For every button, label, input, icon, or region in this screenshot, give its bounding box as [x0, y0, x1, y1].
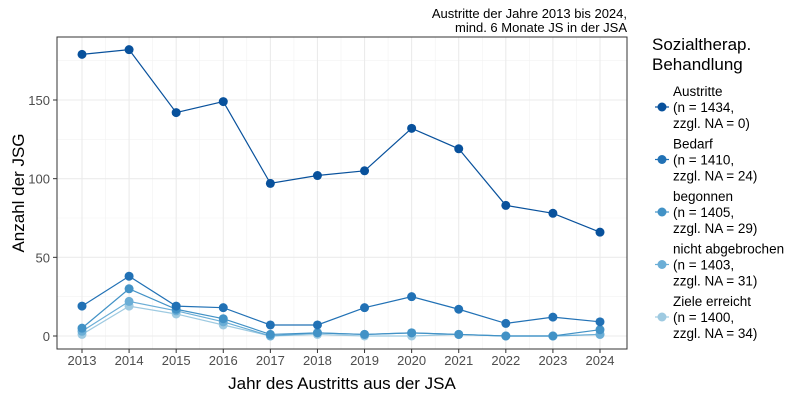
series-line-Bedarf — [81, 275, 601, 326]
x-axis-label: Jahr des Austritts aus der JSA — [228, 374, 456, 393]
x-tick-label: 2014 — [115, 353, 144, 368]
data-point — [265, 320, 275, 330]
x-tick-label: 2016 — [209, 353, 238, 368]
data-point — [124, 271, 134, 281]
legend-title: Sozialtherap. — [652, 35, 751, 54]
legend-key-point — [657, 207, 667, 217]
y-tick-label: 0 — [43, 329, 50, 344]
data-point — [595, 317, 605, 327]
legend-label: (n = 1403, — [673, 258, 734, 273]
data-point — [407, 292, 417, 302]
x-tick-label: 2023 — [538, 353, 567, 368]
legend-label: zzgl. NA = 31) — [673, 274, 757, 289]
legend-label: zzgl. NA = 0) — [673, 116, 750, 131]
x-tick-label: 2018 — [303, 353, 332, 368]
data-point — [218, 97, 228, 107]
plot-border — [56, 36, 628, 350]
legend-key-point — [657, 260, 667, 269]
y-tick-label: 150 — [28, 93, 50, 108]
data-point — [501, 331, 511, 341]
data-point — [407, 123, 417, 133]
legend-label: Ziele erreicht — [673, 294, 751, 309]
legend-label: (n = 1410, — [673, 153, 734, 168]
data-point — [595, 227, 605, 237]
y-tick-label: 100 — [28, 172, 50, 187]
data-point — [360, 303, 370, 313]
data-point — [124, 45, 134, 55]
data-point — [77, 49, 87, 59]
data-point — [407, 328, 417, 338]
data-point — [360, 166, 370, 176]
series-line-Austritte — [81, 49, 601, 233]
x-tick-label: 2024 — [586, 353, 615, 368]
data-point — [501, 200, 511, 210]
series-line-begonnen — [81, 288, 601, 337]
x-tick-label: 2022 — [491, 353, 520, 368]
data-point — [548, 331, 558, 341]
data-point — [171, 301, 181, 311]
y-tick-label: 50 — [36, 250, 50, 265]
data-point — [454, 304, 464, 314]
data-point — [124, 296, 134, 306]
legend-label: zzgl. NA = 34) — [673, 326, 757, 341]
data-point — [548, 312, 558, 322]
legend-label: (n = 1405, — [673, 205, 734, 220]
data-point — [77, 323, 87, 333]
x-tick-label: 2020 — [397, 353, 426, 368]
data-point — [77, 301, 87, 311]
legend-label: Bedarf — [673, 137, 713, 152]
legend-label: Austritte — [673, 84, 723, 99]
data-point — [501, 318, 511, 328]
y-axis-label: Anzahl der JSG — [9, 133, 28, 252]
data-point — [312, 328, 322, 338]
legend-key-point — [657, 312, 667, 322]
x-tick-label: 2017 — [256, 353, 285, 368]
legend-label: (n = 1434, — [673, 100, 734, 115]
legend-key-point — [657, 102, 667, 112]
data-point — [218, 314, 228, 324]
x-tick-label: 2019 — [350, 353, 379, 368]
data-point — [265, 329, 275, 339]
x-tick-label: 2013 — [68, 353, 97, 368]
data-point — [265, 178, 275, 188]
data-point — [312, 320, 322, 330]
legend-label: nicht abgebrochen — [673, 242, 784, 257]
data-point — [218, 303, 228, 313]
legend-label: zzgl. NA = 24) — [673, 169, 757, 184]
data-point — [595, 325, 605, 335]
data-point — [454, 144, 464, 154]
data-point — [360, 329, 370, 339]
data-point — [124, 284, 134, 294]
chart-title: Austritte der Jahre 2013 bis 2024, — [432, 6, 627, 21]
legend-label: (n = 1400, — [673, 310, 734, 325]
legend-label: begonnen — [673, 189, 733, 204]
chart-subtitle: mind. 6 Monate JS in der JSA — [455, 20, 627, 35]
legend-title: Behandlung — [652, 55, 743, 74]
legend-label: zzgl. NA = 29) — [673, 221, 757, 236]
data-point — [171, 108, 181, 118]
data-point — [312, 171, 322, 181]
x-tick-label: 2021 — [444, 353, 473, 368]
x-tick-label: 2015 — [162, 353, 191, 368]
legend-key-point — [657, 155, 667, 164]
data-point — [454, 329, 464, 339]
data-point — [548, 208, 558, 218]
